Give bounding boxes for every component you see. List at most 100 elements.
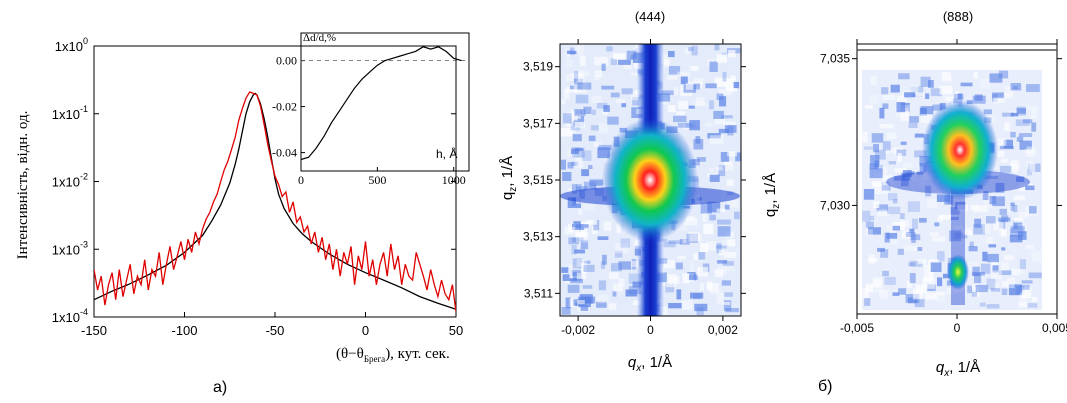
noise-cell: [985, 237, 993, 244]
noise-cell: [718, 250, 725, 256]
noise-cell: [667, 75, 678, 80]
noise-cell: [1019, 140, 1032, 150]
noise-cell: [575, 94, 589, 104]
noise-cell: [608, 272, 619, 280]
noise-cell: [728, 50, 736, 58]
noise-cell: [1027, 303, 1038, 308]
noise-cell: [973, 72, 978, 79]
noise-cell: [696, 157, 706, 162]
noise-cell: [720, 115, 733, 119]
noise-cell: [721, 239, 735, 247]
noise-cell: [914, 150, 927, 158]
main-y-tick-base: 1x10: [52, 175, 80, 190]
noise-cell: [581, 263, 587, 274]
noise-cell: [926, 199, 938, 208]
noise-cell: [919, 107, 927, 116]
map-x-tick-label: 0: [647, 323, 654, 337]
noise-cell: [1025, 185, 1035, 191]
noise-cell: [892, 292, 900, 296]
noise-cell: [900, 110, 909, 121]
noise-cell: [1019, 133, 1033, 137]
noise-cell: [957, 93, 963, 100]
noise-cell: [864, 298, 871, 306]
noise-cell: [684, 48, 690, 55]
noise-cell: [909, 116, 919, 123]
noise-cell: [963, 230, 973, 236]
noise-cell: [718, 165, 726, 177]
noise-cell: [577, 300, 585, 305]
noise-cell: [707, 201, 721, 213]
noise-cell: [686, 233, 698, 243]
noise-cell: [686, 216, 695, 221]
noise-cell: [727, 199, 739, 208]
noise-cell: [572, 237, 584, 243]
noise-cell: [1004, 86, 1014, 95]
noise-cell: [882, 103, 889, 109]
noise-cell: [702, 213, 708, 222]
noise-cell: [680, 76, 688, 85]
noise-cell: [910, 86, 924, 97]
main-y-tick-exponent: -4: [80, 307, 88, 317]
map-888-ticks: -0,005 0 0,005 7,035 7,030: [820, 39, 1067, 335]
main-x-axis-label: (θ−θБрега), кут. сек.: [336, 346, 450, 364]
noise-cell: [914, 298, 925, 308]
noise-cell: [714, 116, 725, 125]
noise-cell: [946, 288, 959, 294]
noise-cell: [581, 169, 590, 177]
noise-cell: [714, 269, 724, 278]
noise-cell: [565, 297, 571, 309]
noise-cell: [937, 251, 945, 262]
noise-cell: [991, 259, 998, 268]
noise-cell: [666, 283, 676, 288]
noise-cell: [898, 288, 907, 295]
inset-ticks: 0 500 1000 0.00 -0.02 -0.04: [272, 54, 466, 187]
noise-cell: [862, 131, 868, 143]
main-x-ticks: -150 -100 -50 0 50: [81, 312, 463, 338]
noise-cell: [883, 94, 896, 100]
noise-cell: [910, 85, 919, 94]
noise-cell: [677, 255, 686, 260]
noise-cell: [937, 277, 943, 287]
noise-cell: [954, 94, 964, 100]
noise-cell: [912, 218, 918, 230]
noise-cell: [882, 166, 888, 175]
noise-cell: [568, 264, 578, 269]
noise-cell: [908, 297, 917, 304]
noise-cell: [574, 78, 583, 86]
map-444-peak: [602, 118, 698, 242]
noise-cell: [1007, 206, 1018, 213]
noise-cell: [577, 78, 582, 83]
noise-cell: [698, 252, 706, 260]
inset-x-tick-label: 1000: [442, 173, 466, 187]
noise-cell: [1013, 195, 1026, 201]
noise-cell: [583, 106, 592, 114]
noise-cell: [1000, 262, 1009, 271]
noise-cell: [897, 248, 904, 255]
noise-cell: [561, 307, 571, 315]
main-y-tick-base: 1x10: [52, 107, 80, 122]
noise-cell: [705, 123, 713, 127]
noise-cell: [904, 92, 915, 98]
noise-cell: [690, 292, 704, 299]
noise-cell: [890, 84, 900, 93]
noise-cell: [1001, 281, 1008, 287]
noise-cell: [692, 66, 697, 71]
noise-cell: [664, 54, 671, 65]
noise-cell: [971, 284, 978, 289]
noise-cell: [1004, 93, 1013, 99]
noise-cell: [621, 103, 627, 108]
noise-cell: [917, 171, 924, 175]
noise-cell: [1017, 212, 1029, 218]
map-888-x-label-unit: , 1/Å: [949, 359, 980, 376]
noise-cell: [606, 46, 613, 52]
noise-cell: [591, 109, 596, 115]
noise-cell: [707, 283, 719, 292]
noise-cell: [564, 227, 576, 235]
noise-cell: [908, 262, 916, 267]
noise-cell: [582, 150, 592, 161]
noise-cell: [685, 83, 694, 90]
noise-cell: [575, 229, 588, 238]
noise-cell: [869, 215, 875, 221]
noise-cell: [997, 151, 1005, 157]
